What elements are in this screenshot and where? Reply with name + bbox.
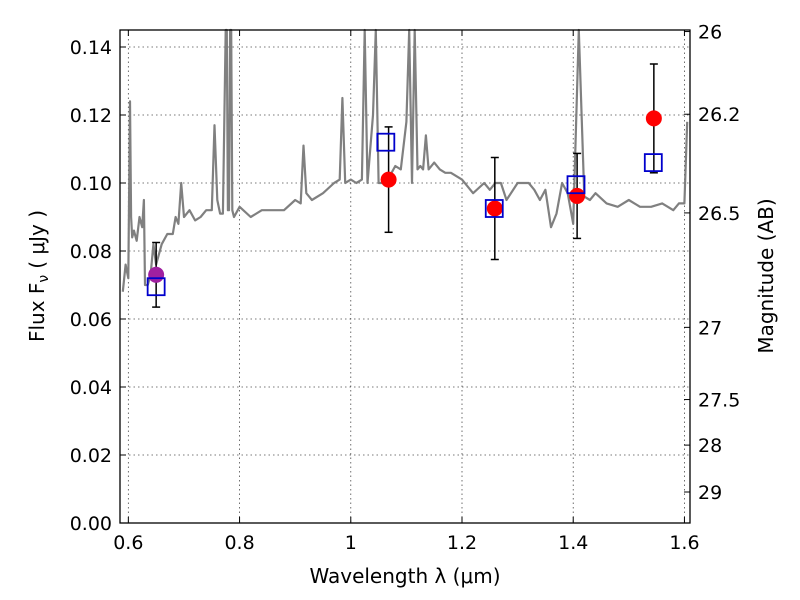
- y2-axis-label: Magnitude (AB): [754, 198, 778, 353]
- measured-point: [486, 200, 503, 217]
- y-ticks: 0.00 0.02 0.04 0.06 0.08 0.10 0.12 0.14: [70, 37, 126, 535]
- y-tick-label: 0.10: [70, 173, 112, 195]
- y-axis-label: Flux Fν ( μJy ): [25, 210, 52, 342]
- y-tick-label: 0.06: [70, 309, 112, 331]
- x-tick-label: 0.6: [113, 532, 143, 554]
- y2-tick-label: 28: [698, 435, 722, 457]
- x-tick-label: 1.2: [447, 532, 477, 554]
- y2-tick-label: 26: [698, 22, 722, 44]
- model-point: [643, 153, 663, 173]
- y-tick-label: 0.04: [70, 377, 112, 399]
- y-tick-label: 0.08: [70, 241, 112, 263]
- measured-point: [645, 110, 662, 127]
- plot-frame: [119, 29, 691, 524]
- x-tick-label: 1.6: [669, 532, 699, 554]
- y-axis-label-main: Flux F: [25, 283, 49, 342]
- y-axis-label-sub: ν: [36, 275, 52, 283]
- y-tick-label: 0.14: [70, 37, 112, 59]
- x-tick-label: 1: [345, 532, 357, 554]
- y2-tick-label: 26.2: [698, 104, 740, 126]
- y2-ticks: 26 26.2 26.5 27 27.5 28 29: [684, 22, 740, 504]
- x-ticks: 0.6 0.8 1 1.2 1.4 1.6: [113, 30, 700, 554]
- y-tick-label: 0.02: [70, 445, 112, 467]
- model-point: [146, 277, 166, 297]
- x-tick-label: 0.8: [224, 532, 254, 554]
- series-layer: [121, 28, 689, 308]
- measured-point: [148, 266, 165, 283]
- y-axis-label-units: ( μJy ): [25, 210, 49, 269]
- x-tick-label: 1.4: [558, 532, 588, 554]
- x-axis-label: Wavelength λ (μm): [309, 564, 500, 588]
- model-point: [566, 175, 586, 195]
- measured-point: [380, 171, 397, 188]
- measured-point: [569, 187, 586, 204]
- model-point: [376, 132, 396, 152]
- y2-tick-label: 27: [698, 317, 722, 339]
- y2-tick-label: 29: [698, 482, 722, 504]
- y2-tick-label: 27.5: [698, 390, 740, 412]
- y2-tick-label: 26.5: [698, 203, 740, 225]
- model-point: [484, 199, 504, 218]
- y-tick-label: 0.12: [70, 105, 112, 127]
- y-tick-label: 0.00: [70, 513, 112, 535]
- grid-layer: [120, 30, 690, 524]
- spectrum-line: [121, 28, 689, 292]
